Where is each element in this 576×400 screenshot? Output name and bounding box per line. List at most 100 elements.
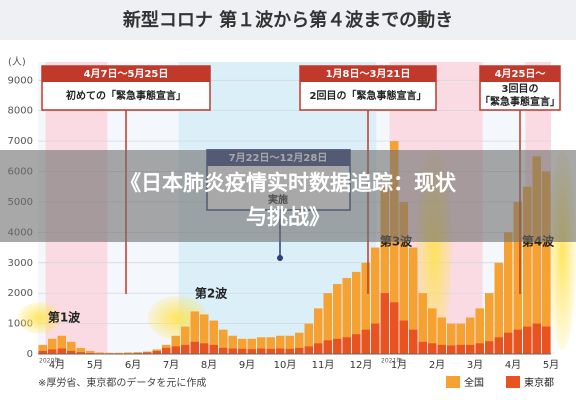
bar — [428, 308, 437, 354]
bar — [542, 326, 551, 354]
wave-label: 第2波 — [195, 286, 228, 301]
bar — [523, 186, 532, 354]
bar — [38, 350, 47, 354]
bar — [48, 338, 57, 354]
bar — [418, 293, 427, 354]
x-tick-label: 5月 — [543, 359, 559, 371]
bar — [352, 271, 361, 354]
bar — [314, 343, 323, 354]
declaration-head — [42, 66, 210, 82]
x-tick-label: 8月 — [201, 359, 217, 371]
declaration-label: 初めての「緊急事態宣言」 — [66, 89, 186, 102]
bar — [352, 334, 361, 354]
bar — [390, 141, 399, 354]
bar — [238, 348, 247, 354]
bar — [95, 352, 104, 354]
bar — [371, 323, 380, 354]
bar — [285, 335, 294, 354]
bar — [86, 350, 95, 354]
x-tick-label: 6月 — [125, 359, 141, 371]
bar — [295, 332, 304, 354]
y-tick-label: 0 — [27, 349, 33, 360]
bar — [418, 341, 427, 354]
year-label: 2020年 — [39, 357, 60, 365]
bar — [209, 320, 218, 354]
x-tick-label: 10月 — [274, 359, 297, 371]
bar — [456, 344, 465, 354]
bar — [475, 343, 484, 354]
bar — [171, 335, 180, 354]
year-label: 2021年 — [381, 357, 402, 365]
bar — [219, 329, 228, 354]
declaration-label: 2回目の「緊急事態宣言」 — [310, 89, 427, 102]
bar — [513, 201, 522, 354]
bar — [447, 323, 456, 354]
bar — [399, 201, 408, 354]
bar — [171, 346, 180, 354]
bar — [228, 348, 237, 354]
bar — [38, 344, 47, 354]
bar — [200, 314, 209, 354]
bar — [485, 341, 494, 354]
bar — [532, 156, 541, 354]
bar — [323, 293, 332, 354]
bar — [76, 352, 85, 354]
bar — [57, 335, 66, 354]
bar — [124, 352, 133, 354]
bar — [399, 320, 408, 354]
source-note: ※厚労省、東京都のデータを元に作成 — [38, 376, 206, 389]
x-tick-label: 1月 — [391, 359, 407, 371]
bar — [295, 347, 304, 354]
declaration-head — [480, 66, 560, 82]
bar — [181, 326, 190, 354]
bar — [200, 343, 209, 354]
overlay-banner — [0, 150, 576, 242]
bar — [494, 337, 503, 354]
chart-title: 新型コロナ 第１波から第４波までの動き — [123, 9, 453, 31]
bar — [437, 344, 446, 354]
declaration-dates: 4月25日〜 — [495, 68, 546, 80]
x-tick-label: 11月 — [312, 359, 335, 371]
bar — [485, 293, 494, 354]
y-tick-label: 9000 — [8, 75, 33, 86]
bar — [143, 352, 152, 354]
bar — [380, 293, 389, 354]
bar — [48, 349, 57, 354]
bar — [466, 317, 475, 354]
y-unit: (人) — [8, 56, 26, 68]
bar — [190, 311, 199, 354]
box-dot — [277, 255, 283, 261]
bar — [276, 335, 285, 354]
legend-label: 全国 — [464, 376, 484, 389]
bar — [247, 349, 256, 354]
bar — [190, 341, 199, 354]
bar — [475, 308, 484, 354]
declaration-head — [300, 66, 436, 82]
bar — [361, 329, 370, 354]
bar — [57, 348, 66, 354]
x-tick-label: 3月 — [467, 359, 483, 371]
bar — [162, 347, 171, 354]
bar — [257, 348, 266, 354]
x-tick-label: 12月 — [350, 359, 373, 371]
bar — [266, 348, 275, 354]
bar — [105, 352, 114, 354]
bar — [333, 284, 342, 354]
declaration-dates: 1月8日〜3月21日 — [326, 68, 411, 80]
bar — [257, 337, 266, 354]
title-band — [0, 0, 576, 40]
declaration-label: 3回目の — [502, 83, 539, 95]
legend-swatch — [446, 376, 460, 388]
wave-label: 第1波 — [48, 310, 81, 325]
bar — [466, 344, 475, 354]
bar — [266, 337, 275, 354]
x-tick-label: 7月 — [163, 359, 179, 371]
x-tick-label: 4月 — [505, 359, 521, 371]
bar — [504, 332, 513, 354]
overlay-title: 《日本肺炎疫情实时数据追踪：现状 — [120, 171, 457, 195]
bar — [532, 323, 541, 354]
bar — [114, 352, 123, 354]
legend-swatch — [506, 376, 520, 388]
bar — [333, 338, 342, 354]
